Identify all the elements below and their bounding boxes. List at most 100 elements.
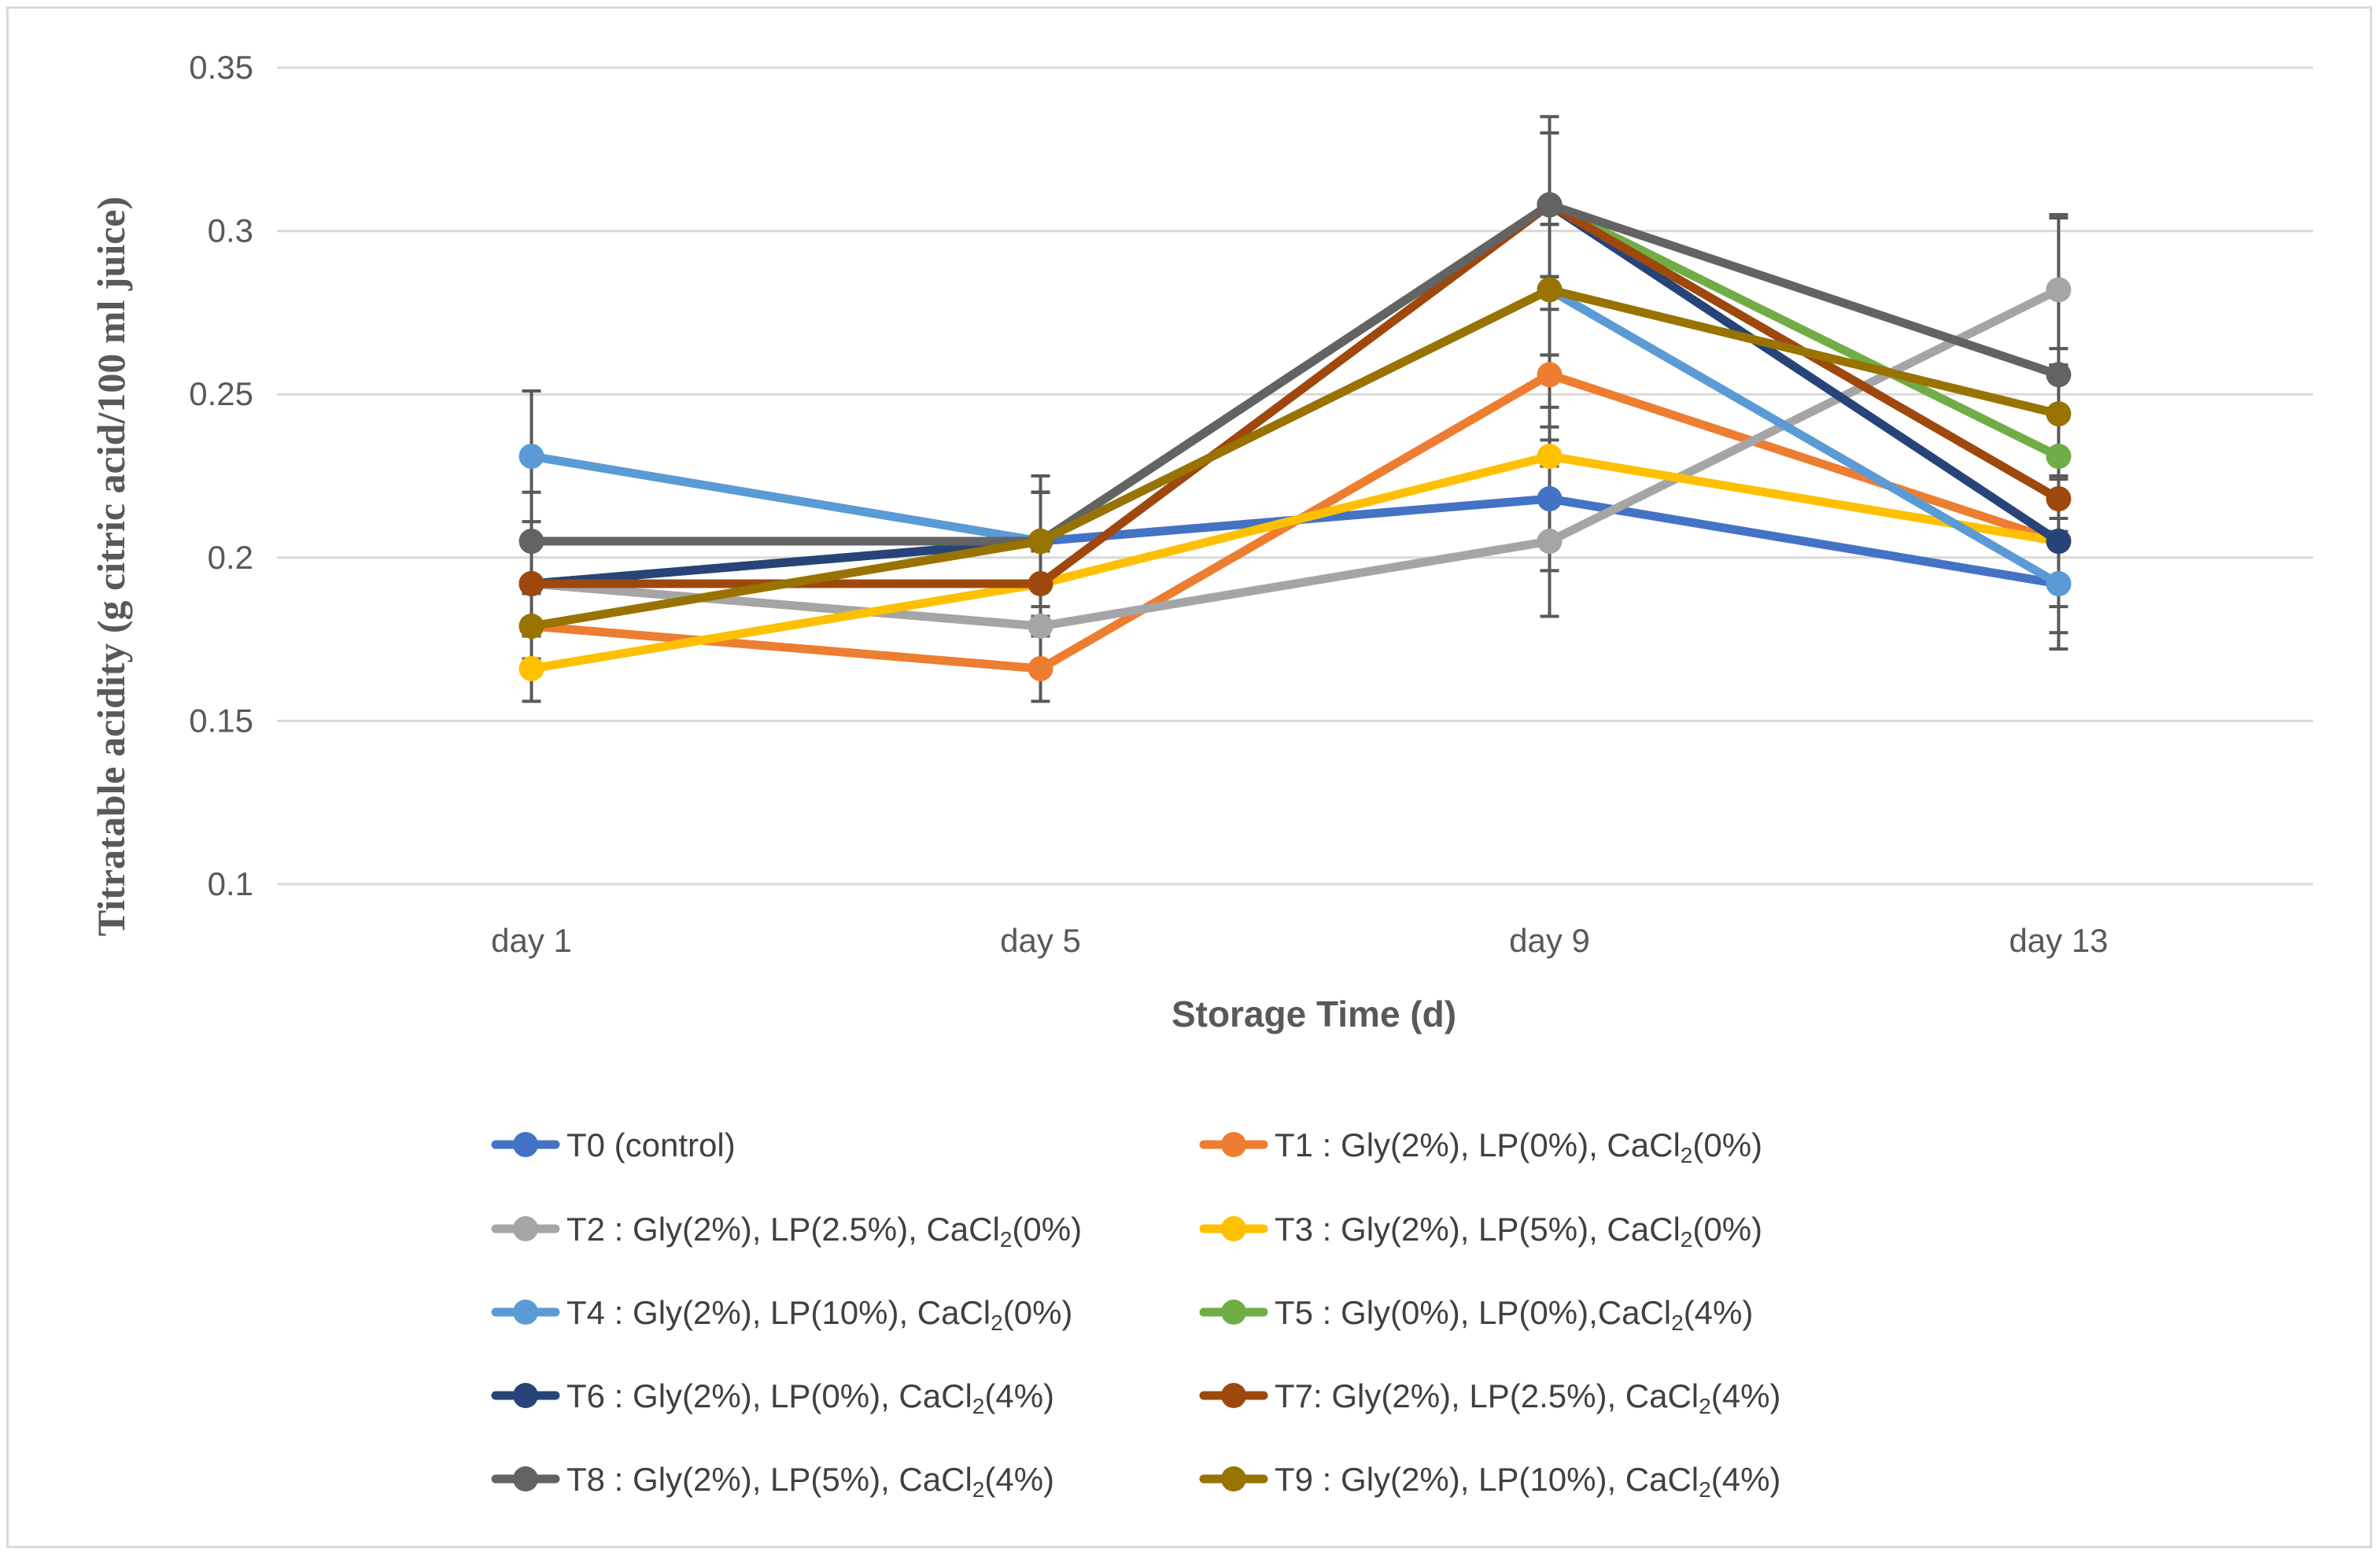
data-point-s5-p3 bbox=[2046, 444, 2072, 470]
series-line-2 bbox=[527, 285, 2063, 631]
error-bars bbox=[522, 115, 2068, 703]
y-tick-label-3: 0.25 bbox=[189, 375, 253, 412]
legend-item-6: T6 : Gly(2%), LP(0%), CaCl2(4%) bbox=[491, 1377, 1054, 1418]
legend-label-9: T9 : Gly(2%), LP(10%), CaCl2(4%) bbox=[1275, 1461, 1780, 1502]
y-axis-tick-labels: 0.1 0.15 0.2 0.25 0.3 0.35 bbox=[189, 49, 253, 902]
legend-label-3: T3 : Gly(2%), LP(5%), CaCl2(0%) bbox=[1275, 1211, 1762, 1252]
legend-item-0: T0 (control) bbox=[491, 1126, 736, 1163]
data-point-s3-p2 bbox=[1537, 444, 1563, 470]
data-point-s1-p2 bbox=[1537, 362, 1563, 388]
data-point-s0-p2 bbox=[1537, 486, 1563, 512]
x-tick-label-3: day 13 bbox=[2009, 922, 2108, 959]
data-point-s9-p0 bbox=[518, 613, 544, 639]
legend-label-subscript: 2 bbox=[1000, 1227, 1013, 1252]
legend-label-tail: (4%) bbox=[984, 1377, 1054, 1414]
legend-marker-swatch bbox=[1221, 1216, 1246, 1241]
legend-label-main: T7: Gly(2%), LP(2.5%), CaCl bbox=[1275, 1377, 1699, 1414]
legend-label-subscript: 2 bbox=[1699, 1394, 1711, 1418]
legend-marker-swatch bbox=[1221, 1466, 1246, 1491]
data-point-s9-p1 bbox=[1028, 529, 1053, 555]
data-point-s2-p1 bbox=[1028, 613, 1053, 639]
legend-item-9: T9 : Gly(2%), LP(10%), CaCl2(4%) bbox=[1199, 1461, 1780, 1502]
x-tick-label-2: day 9 bbox=[1509, 922, 1590, 959]
legend-marker-swatch bbox=[513, 1383, 538, 1408]
legend-label-tail: (0%) bbox=[1692, 1211, 1762, 1248]
legend-label-main: T5 : Gly(0%), LP(0%),CaCl bbox=[1275, 1294, 1671, 1331]
data-point-s7-p3 bbox=[2046, 486, 2072, 512]
legend-label-subscript: 2 bbox=[1699, 1477, 1711, 1502]
legend-label-subscript: 2 bbox=[1671, 1311, 1684, 1335]
legend-marker-swatch bbox=[1221, 1132, 1246, 1157]
data-point-s4-p0 bbox=[518, 444, 544, 470]
legend-label-subscript: 2 bbox=[1681, 1143, 1693, 1167]
x-axis-title: Storage Time (d) bbox=[1172, 994, 1456, 1034]
legend-item-5: T5 : Gly(0%), LP(0%),CaCl2(4%) bbox=[1199, 1294, 1753, 1335]
data-point-s2-p2 bbox=[1537, 529, 1563, 555]
y-tick-label-1: 0.15 bbox=[189, 702, 253, 739]
legend-label-subscript: 2 bbox=[972, 1394, 985, 1418]
series-line-9 bbox=[527, 285, 2063, 631]
legend-marker-swatch bbox=[513, 1466, 538, 1491]
legend-item-4: T4 : Gly(2%), LP(10%), CaCl2(0%) bbox=[491, 1294, 1072, 1335]
x-tick-label-1: day 5 bbox=[1000, 922, 1081, 959]
data-point-s2-p3 bbox=[2046, 277, 2072, 303]
legend-item-3: T3 : Gly(2%), LP(5%), CaCl2(0%) bbox=[1199, 1211, 1762, 1252]
data-point-s8-p0 bbox=[518, 529, 544, 555]
legend-label-main: T1 : Gly(2%), LP(0%), CaCl bbox=[1275, 1126, 1681, 1163]
legend-marker-swatch bbox=[1221, 1300, 1246, 1325]
legend-label-main: T2 : Gly(2%), LP(2.5%), CaCl bbox=[566, 1211, 1000, 1248]
legend-label-subscript: 2 bbox=[1681, 1227, 1693, 1252]
legend-item-2: T2 : Gly(2%), LP(2.5%), CaCl2(0%) bbox=[491, 1211, 1082, 1252]
legend-label-4: T4 : Gly(2%), LP(10%), CaCl2(0%) bbox=[566, 1294, 1072, 1335]
data-point-s8-p3 bbox=[2046, 362, 2072, 388]
legend-marker-swatch bbox=[513, 1132, 538, 1157]
y-tick-label-0: 0.1 bbox=[208, 865, 253, 902]
legend-label-tail: (4%) bbox=[1711, 1377, 1781, 1414]
legend-label-6: T6 : Gly(2%), LP(0%), CaCl2(4%) bbox=[566, 1377, 1054, 1418]
legend-marker-swatch bbox=[513, 1300, 538, 1325]
data-point-s1-p1 bbox=[1028, 655, 1053, 681]
legend-label-1: T1 : Gly(2%), LP(0%), CaCl2(0%) bbox=[1275, 1126, 1762, 1167]
legend-label-main: T8 : Gly(2%), LP(5%), CaCl bbox=[566, 1461, 972, 1498]
legend-label-2: T2 : Gly(2%), LP(2.5%), CaCl2(0%) bbox=[566, 1211, 1082, 1252]
legend-label-main: T4 : Gly(2%), LP(10%), CaCl bbox=[566, 1294, 991, 1331]
legend-label-8: T8 : Gly(2%), LP(5%), CaCl2(4%) bbox=[566, 1461, 1054, 1502]
x-axis-tick-labels: day 1 day 5 day 9 day 13 bbox=[491, 922, 2108, 959]
legend: T0 (control) T1 : Gly(2%), LP(0%), CaCl2(… bbox=[491, 1126, 1780, 1502]
data-point-s6-p3 bbox=[2046, 529, 2072, 555]
legend-label-5: T5 : Gly(0%), LP(0%),CaCl2(4%) bbox=[1275, 1294, 1753, 1335]
chart-frame bbox=[6, 6, 2372, 1548]
y-tick-label-2: 0.2 bbox=[208, 539, 253, 576]
legend-label-subscript: 2 bbox=[991, 1311, 1003, 1335]
series-line-8 bbox=[527, 200, 2063, 546]
series-markers bbox=[518, 192, 2072, 681]
gridlines bbox=[277, 66, 2313, 886]
series-lines bbox=[527, 200, 2063, 673]
legend-label-tail: (4%) bbox=[984, 1461, 1054, 1498]
legend-label-tail: (0%) bbox=[1012, 1211, 1082, 1248]
x-tick-label-0: day 1 bbox=[491, 922, 572, 959]
legend-label-main: T3 : Gly(2%), LP(5%), CaCl bbox=[1275, 1211, 1681, 1248]
legend-label-main: T0 (control) bbox=[566, 1126, 736, 1163]
legend-marker-swatch bbox=[1221, 1383, 1246, 1408]
data-point-s4-p3 bbox=[2046, 571, 2072, 597]
legend-marker-swatch bbox=[513, 1216, 538, 1241]
legend-label-7: T7: Gly(2%), LP(2.5%), CaCl2(4%) bbox=[1275, 1377, 1780, 1418]
legend-label-main: T6 : Gly(2%), LP(0%), CaCl bbox=[566, 1377, 972, 1414]
legend-label-tail: (0%) bbox=[1692, 1126, 1762, 1163]
data-point-s9-p3 bbox=[2046, 401, 2072, 427]
legend-label-main: T9 : Gly(2%), LP(10%), CaCl bbox=[1275, 1461, 1699, 1498]
series-line-3 bbox=[527, 452, 2063, 673]
data-point-s7-p0 bbox=[518, 571, 544, 597]
y-tick-label-5: 0.35 bbox=[189, 49, 253, 86]
y-tick-label-4: 0.3 bbox=[208, 212, 253, 249]
legend-label-tail: (4%) bbox=[1684, 1294, 1754, 1331]
data-point-s7-p1 bbox=[1028, 571, 1053, 597]
legend-label-tail: (4%) bbox=[1711, 1461, 1781, 1498]
legend-label-0: T0 (control) bbox=[566, 1126, 736, 1163]
legend-item-7: T7: Gly(2%), LP(2.5%), CaCl2(4%) bbox=[1199, 1377, 1780, 1418]
legend-label-tail: (0%) bbox=[1003, 1294, 1073, 1331]
data-point-s8-p2 bbox=[1537, 192, 1563, 218]
data-point-s3-p0 bbox=[518, 655, 544, 681]
